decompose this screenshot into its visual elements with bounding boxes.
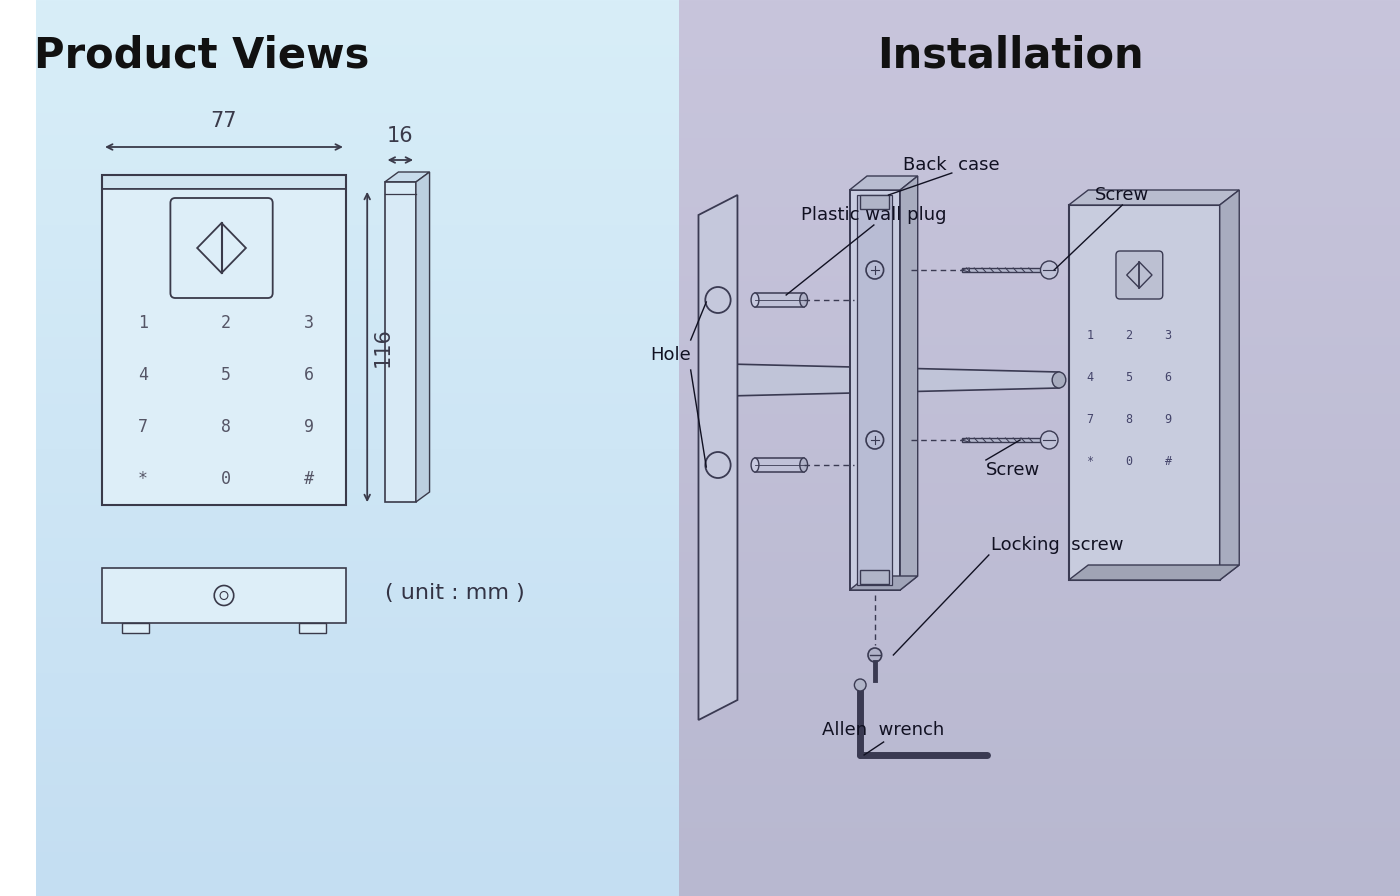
Polygon shape bbox=[1068, 190, 1239, 205]
Polygon shape bbox=[1219, 190, 1239, 580]
Text: 2: 2 bbox=[221, 314, 231, 332]
FancyBboxPatch shape bbox=[857, 195, 892, 585]
Text: Allen  wrench: Allen wrench bbox=[822, 721, 945, 739]
Ellipse shape bbox=[721, 364, 735, 396]
Text: 3: 3 bbox=[304, 314, 314, 332]
Polygon shape bbox=[699, 195, 738, 720]
Text: Back  case: Back case bbox=[903, 156, 1000, 174]
Polygon shape bbox=[962, 268, 969, 272]
Text: 6: 6 bbox=[304, 366, 314, 384]
Polygon shape bbox=[728, 364, 1058, 396]
Text: Hole: Hole bbox=[650, 346, 690, 364]
Polygon shape bbox=[962, 438, 969, 442]
Ellipse shape bbox=[799, 293, 808, 307]
Text: 4: 4 bbox=[139, 366, 148, 384]
Text: 2: 2 bbox=[1126, 329, 1133, 341]
Text: 9: 9 bbox=[1165, 412, 1172, 426]
Polygon shape bbox=[416, 172, 430, 502]
Text: 1: 1 bbox=[1086, 329, 1093, 341]
Text: 7: 7 bbox=[1086, 412, 1093, 426]
FancyBboxPatch shape bbox=[962, 268, 1049, 272]
FancyBboxPatch shape bbox=[755, 293, 804, 307]
FancyBboxPatch shape bbox=[1116, 251, 1163, 299]
Text: 77: 77 bbox=[211, 111, 237, 131]
Text: 5: 5 bbox=[221, 366, 231, 384]
Text: 9: 9 bbox=[304, 418, 314, 436]
Text: Product Views: Product Views bbox=[34, 34, 370, 76]
Text: 8: 8 bbox=[221, 418, 231, 436]
Text: Screw: Screw bbox=[986, 461, 1040, 479]
Circle shape bbox=[868, 648, 882, 662]
Polygon shape bbox=[102, 175, 346, 189]
Text: 8: 8 bbox=[1126, 412, 1133, 426]
Text: 4: 4 bbox=[1086, 371, 1093, 383]
Circle shape bbox=[854, 679, 867, 691]
FancyBboxPatch shape bbox=[122, 623, 148, 633]
FancyBboxPatch shape bbox=[300, 623, 326, 633]
Text: Locking  screw: Locking screw bbox=[991, 536, 1123, 554]
Text: 0: 0 bbox=[1126, 454, 1133, 468]
Text: ( unit : mm ): ( unit : mm ) bbox=[385, 583, 525, 603]
Text: 5: 5 bbox=[1126, 371, 1133, 383]
Text: 16: 16 bbox=[386, 126, 413, 146]
FancyBboxPatch shape bbox=[860, 195, 889, 209]
FancyBboxPatch shape bbox=[102, 568, 346, 623]
Ellipse shape bbox=[750, 293, 759, 307]
Polygon shape bbox=[850, 176, 918, 190]
Text: *: * bbox=[139, 470, 148, 488]
Text: #: # bbox=[304, 470, 314, 488]
FancyBboxPatch shape bbox=[102, 189, 346, 505]
Text: 6: 6 bbox=[1165, 371, 1172, 383]
Circle shape bbox=[1040, 261, 1058, 279]
Polygon shape bbox=[900, 176, 918, 590]
Text: 116: 116 bbox=[372, 327, 393, 367]
Ellipse shape bbox=[750, 458, 759, 472]
FancyBboxPatch shape bbox=[860, 570, 889, 584]
Text: #: # bbox=[1165, 454, 1172, 468]
Circle shape bbox=[1040, 431, 1058, 449]
Ellipse shape bbox=[1053, 372, 1065, 388]
Polygon shape bbox=[850, 576, 918, 590]
Text: Installation: Installation bbox=[876, 34, 1144, 76]
Text: Plastic wall plug: Plastic wall plug bbox=[801, 206, 946, 224]
FancyBboxPatch shape bbox=[171, 198, 273, 298]
FancyBboxPatch shape bbox=[962, 438, 1049, 442]
FancyBboxPatch shape bbox=[385, 182, 416, 502]
Text: 3: 3 bbox=[1165, 329, 1172, 341]
Text: 7: 7 bbox=[139, 418, 148, 436]
Text: *: * bbox=[1086, 454, 1093, 468]
Polygon shape bbox=[385, 172, 430, 182]
FancyBboxPatch shape bbox=[850, 190, 900, 590]
Text: 1: 1 bbox=[139, 314, 148, 332]
Ellipse shape bbox=[799, 458, 808, 472]
FancyBboxPatch shape bbox=[1068, 205, 1219, 580]
Polygon shape bbox=[1068, 565, 1239, 580]
Text: 0: 0 bbox=[221, 470, 231, 488]
Text: Screw: Screw bbox=[1095, 186, 1149, 204]
FancyBboxPatch shape bbox=[755, 458, 804, 472]
